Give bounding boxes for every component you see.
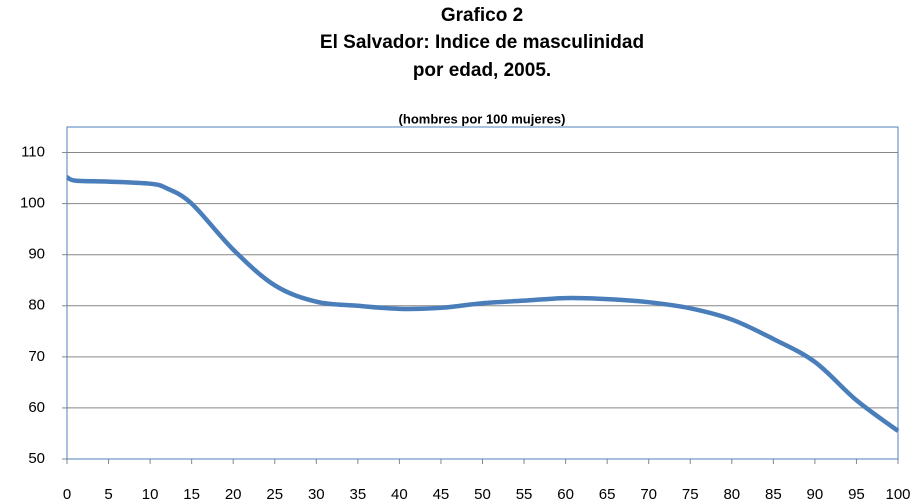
x-tick-label: 90 (807, 486, 824, 503)
x-tick-label: 80 (723, 486, 740, 503)
data-line (65, 174, 900, 433)
x-tick-label: 40 (391, 486, 408, 503)
x-tick-label: 100 (885, 486, 910, 503)
x-tick-label: 45 (433, 486, 450, 503)
x-tick-label: 20 (225, 486, 242, 503)
chart-title: El Salvador: Indice de masculinidad (320, 32, 644, 53)
x-tick-label: 65 (599, 486, 616, 503)
plot-border (66, 126, 899, 460)
y-tick-label: 70 (28, 348, 45, 365)
y-tick-label: 90 (28, 246, 45, 263)
y-tick-label: 110 (21, 144, 45, 161)
x-tick-label: 10 (142, 486, 159, 503)
x-tick-label: 70 (640, 486, 657, 503)
x-tick-label: 30 (308, 486, 325, 503)
y-tick-label: 100 (20, 195, 45, 212)
chart-title: por edad, 2005. (413, 60, 551, 81)
y-tick-label: 80 (28, 297, 45, 314)
chart-subtitle: (hombres por 100 mujeres) (399, 111, 566, 126)
x-tick-label: 85 (765, 486, 782, 503)
x-tick-label: 50 (474, 486, 491, 503)
y-tick-label: 50 (28, 450, 45, 467)
x-tick-label: 60 (557, 486, 574, 503)
y-tick-label: 60 (28, 399, 45, 416)
x-tick-label: 5 (104, 486, 112, 503)
x-tick-label: 15 (183, 486, 200, 503)
chart-title: Grafico 2 (441, 5, 523, 26)
x-tick-label: 75 (682, 486, 699, 503)
x-tick-label: 55 (516, 486, 533, 503)
x-tick-label: 25 (266, 486, 283, 503)
x-tick-label: 0 (63, 486, 71, 503)
x-tick-label: 35 (350, 486, 367, 503)
x-tick-label: 95 (848, 486, 865, 503)
